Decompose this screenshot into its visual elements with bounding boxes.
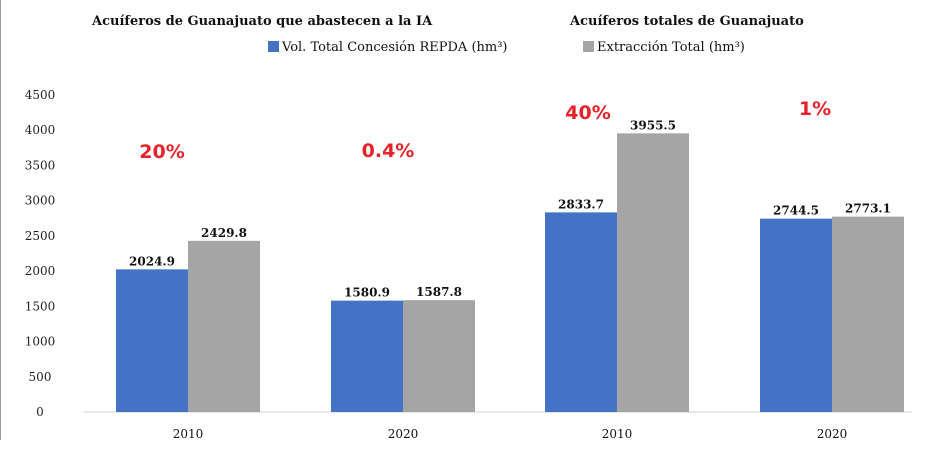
chart-title-left: Acuíferos de Guanajuato que abastecen a … xyxy=(91,14,433,29)
y-tick-label: 2000 xyxy=(25,264,56,278)
legend: Vol. Total Concesión REPDA (hm³) Extracci… xyxy=(268,40,745,55)
bar-concesion xyxy=(545,212,617,412)
y-tick-label: 4500 xyxy=(25,88,56,102)
bar-extraccion xyxy=(188,240,260,412)
annotations: 20% 0.4% 40% 1% xyxy=(139,98,831,163)
bar-extraccion xyxy=(832,216,904,412)
chart-title-right: Acuíferos totales de Guanajuato xyxy=(569,14,804,29)
bar-value-label: 2429.8 xyxy=(201,226,247,240)
percent-annotation: 40% xyxy=(565,102,610,124)
percent-annotation: 0.4% xyxy=(362,140,415,162)
bar-extraccion xyxy=(617,133,689,412)
bar-concesion xyxy=(760,218,832,412)
bar-value-label: 2744.5 xyxy=(773,204,819,218)
y-tick-label: 3000 xyxy=(25,194,56,208)
x-tick-label: 2010 xyxy=(602,427,633,441)
bar-concesion xyxy=(116,269,188,412)
y-tick-label: 500 xyxy=(29,370,52,384)
bar-value-label: 2773.1 xyxy=(845,202,891,216)
bar-value-label: 2833.7 xyxy=(558,197,604,211)
y-tick-label: 1500 xyxy=(25,299,56,313)
bars: 2024.9 2429.8 1580.9 1587.8 2833.7 3955.5 2744… xyxy=(116,118,904,412)
percent-annotation: 1% xyxy=(799,98,831,120)
legend-swatch-2 xyxy=(583,41,594,52)
x-axis: 2010 2020 2010 2020 xyxy=(173,427,848,441)
y-tick-label: 1000 xyxy=(25,335,56,349)
bar-value-label: 1580.9 xyxy=(344,286,390,300)
bar-value-label: 1587.8 xyxy=(416,285,462,299)
y-axis: 0 500 1000 1500 2000 2500 3000 3500 4000 4500 xyxy=(25,88,56,419)
bar-concesion xyxy=(331,300,403,412)
y-tick-label: 2500 xyxy=(25,229,56,243)
bar-extraccion xyxy=(403,300,475,412)
legend-label-1: Vol. Total Concesión REPDA (hm³) xyxy=(281,40,508,55)
bar-value-label: 2024.9 xyxy=(129,254,175,268)
bar-value-label: 3955.5 xyxy=(630,118,676,132)
legend-label-2: Extracción Total (hm³) xyxy=(597,40,745,55)
y-tick-label: 3500 xyxy=(25,158,56,172)
y-tick-label: 0 xyxy=(36,405,44,419)
percent-annotation: 20% xyxy=(139,141,184,163)
x-tick-label: 2020 xyxy=(388,427,419,441)
legend-swatch-1 xyxy=(268,41,279,52)
y-tick-label: 4000 xyxy=(25,123,56,137)
x-tick-label: 2010 xyxy=(173,427,204,441)
x-tick-label: 2020 xyxy=(817,427,848,441)
